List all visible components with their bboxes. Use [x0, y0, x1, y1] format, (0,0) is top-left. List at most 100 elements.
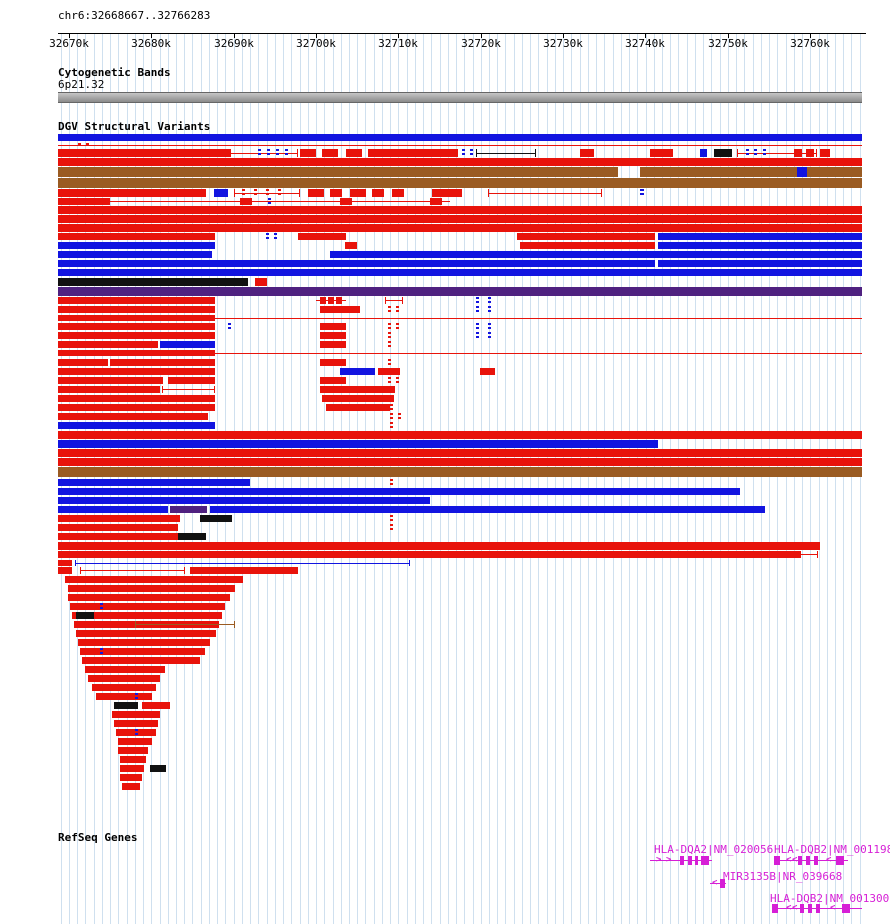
variant-tick[interactable]: [130, 720, 133, 727]
variant-bar[interactable]: [58, 269, 862, 276]
variant-bracket[interactable]: [80, 567, 185, 574]
variant-bar[interactable]: [114, 720, 158, 727]
variant-bar[interactable]: [322, 395, 394, 402]
variant-tick[interactable]: [254, 189, 257, 197]
variant-bar[interactable]: [58, 206, 862, 214]
variant-bracket[interactable]: [488, 189, 602, 197]
variant-bar[interactable]: [210, 506, 765, 513]
variant-tick[interactable]: [640, 189, 644, 197]
variant-tick[interactable]: [476, 323, 479, 330]
variant-bar[interactable]: [700, 149, 707, 157]
variant-bar[interactable]: [58, 422, 215, 429]
variant-bar[interactable]: [85, 666, 165, 673]
variant-bar[interactable]: [320, 297, 326, 304]
variant-bar[interactable]: [714, 149, 732, 157]
variant-bar[interactable]: [120, 765, 144, 772]
variant-tick[interactable]: [396, 323, 399, 330]
variant-bar[interactable]: [340, 368, 375, 375]
variant-tick[interactable]: [100, 648, 103, 655]
variant-bar[interactable]: [150, 765, 166, 772]
variant-line[interactable]: [58, 145, 862, 146]
variant-tick[interactable]: [132, 747, 135, 754]
gene-glyph[interactable]: <: [710, 879, 726, 889]
variant-tick[interactable]: [388, 323, 391, 330]
variant-bar[interactable]: [58, 189, 206, 197]
variant-bar[interactable]: [320, 359, 346, 366]
variant-bar[interactable]: [120, 774, 142, 781]
cytoband-track[interactable]: [58, 92, 862, 103]
variant-tick[interactable]: [258, 149, 261, 157]
variant-bar[interactable]: [58, 368, 215, 375]
variant-tick[interactable]: [390, 422, 393, 429]
variant-bar[interactable]: [58, 260, 655, 267]
variant-tick[interactable]: [100, 603, 103, 610]
variant-tick[interactable]: [135, 729, 138, 736]
variant-bracket[interactable]: [75, 560, 410, 566]
variant-tick[interactable]: [488, 306, 491, 313]
variant-bar[interactable]: [58, 479, 250, 486]
variant-tick[interactable]: [398, 413, 401, 420]
variant-tick[interactable]: [462, 149, 465, 157]
variant-bar[interactable]: [580, 149, 594, 157]
variant-bar[interactable]: [58, 306, 215, 313]
variant-bar[interactable]: [58, 215, 862, 223]
variant-bar[interactable]: [430, 198, 442, 205]
variant-bar[interactable]: [378, 368, 400, 375]
variant-tick[interactable]: [266, 189, 269, 197]
variant-bar[interactable]: [58, 158, 862, 166]
variant-bar[interactable]: [240, 198, 252, 205]
variant-bar[interactable]: [392, 189, 404, 197]
variant-bar[interactable]: [432, 189, 462, 197]
variant-bar[interactable]: [120, 756, 146, 763]
variant-bar[interactable]: [797, 167, 807, 177]
variant-bar[interactable]: [58, 332, 215, 339]
variant-bar[interactable]: [330, 251, 862, 258]
variant-bar[interactable]: [80, 648, 205, 655]
variant-bar[interactable]: [58, 178, 862, 188]
variant-tick[interactable]: [763, 149, 766, 157]
variant-bar[interactable]: [78, 639, 210, 646]
variant-bracket[interactable]: [476, 149, 536, 157]
variant-bar[interactable]: [170, 506, 207, 513]
variant-bar[interactable]: [88, 675, 160, 682]
variant-tick[interactable]: [388, 332, 391, 339]
variant-tick[interactable]: [274, 233, 277, 240]
variant-bar[interactable]: [58, 278, 248, 286]
variant-bar[interactable]: [58, 297, 215, 304]
gene-label[interactable]: HLA-DQA2|NM_020056: [654, 843, 774, 856]
variant-tick[interactable]: [285, 149, 288, 157]
variant-tick[interactable]: [390, 395, 393, 402]
variant-bar[interactable]: [76, 630, 216, 637]
variant-tick[interactable]: [488, 297, 491, 304]
variant-bar[interactable]: [58, 431, 862, 439]
variant-bar[interactable]: [122, 783, 140, 790]
variant-bar[interactable]: [328, 297, 334, 304]
variant-bar[interactable]: [330, 189, 342, 197]
variant-bar[interactable]: [58, 167, 618, 177]
variant-bar[interactable]: [58, 515, 180, 522]
variant-bar[interactable]: [96, 693, 152, 700]
variant-tick[interactable]: [488, 323, 491, 330]
variant-tick[interactable]: [746, 149, 749, 157]
variant-bracket[interactable]: [230, 149, 298, 157]
variant-bar[interactable]: [178, 533, 206, 540]
variant-bar[interactable]: [320, 323, 346, 330]
variant-bar[interactable]: [658, 233, 862, 240]
variant-bar[interactable]: [58, 377, 163, 384]
variant-bar[interactable]: [640, 167, 862, 177]
variant-tick[interactable]: [396, 377, 399, 384]
variant-bar[interactable]: [350, 189, 366, 197]
variant-line[interactable]: [215, 318, 862, 319]
variant-bar[interactable]: [517, 233, 655, 240]
variant-bar[interactable]: [58, 242, 215, 249]
variant-bar[interactable]: [200, 515, 232, 522]
gene-glyph[interactable]: < < <: [774, 856, 848, 866]
variant-bar[interactable]: [58, 251, 212, 258]
variant-bar[interactable]: [168, 377, 215, 384]
variant-bar[interactable]: [480, 368, 495, 375]
variant-tick[interactable]: [476, 306, 479, 313]
variant-tick[interactable]: [488, 332, 491, 339]
variant-bar[interactable]: [308, 189, 324, 197]
variant-tick[interactable]: [754, 149, 757, 157]
variant-bar[interactable]: [368, 149, 458, 157]
